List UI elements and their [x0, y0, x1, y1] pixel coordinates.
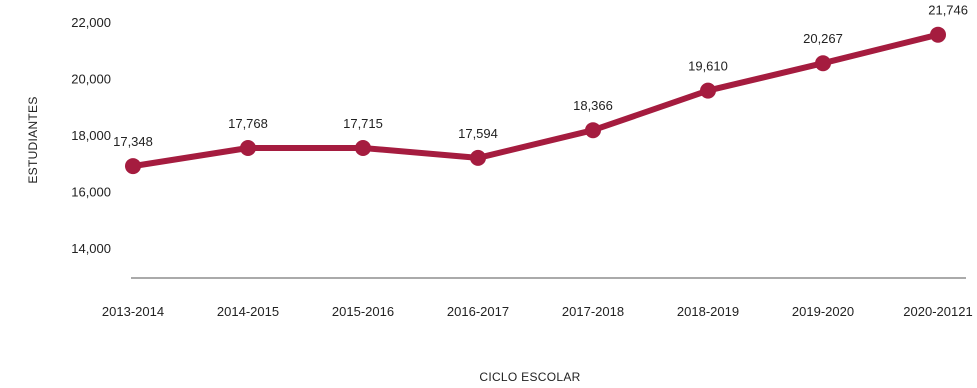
x-tick-label: 2015-2016 — [332, 304, 394, 319]
data-point — [125, 158, 141, 175]
data-point — [930, 26, 946, 43]
data-label: 17,768 — [228, 116, 268, 131]
data-label: 18,366 — [573, 98, 613, 113]
data-label: 17,594 — [458, 126, 498, 141]
y-axis-title: ESTUDIANTES — [26, 96, 40, 183]
data-point — [355, 139, 371, 156]
x-tick-label: 2017-2018 — [562, 304, 624, 319]
x-tick-label: 2018-2019 — [677, 304, 739, 319]
data-point — [585, 122, 601, 139]
x-tick-label: 2020-20121 — [903, 304, 972, 319]
data-label: 20,267 — [803, 31, 843, 46]
y-tick-label: 18,000 — [71, 128, 111, 143]
data-label: 21,746 — [928, 3, 968, 18]
data-label: 19,610 — [688, 59, 728, 74]
x-axis-title: CICLO ESCOLAR — [479, 370, 580, 384]
data-point — [700, 82, 716, 99]
data-point — [815, 55, 831, 72]
y-tick-label: 16,000 — [71, 185, 111, 200]
x-tick-label: 2019-2020 — [792, 304, 854, 319]
x-axis-ticks: 2013-2014 2014-2015 2015-2016 2016-2017 2017… — [102, 304, 973, 319]
data-point — [470, 149, 486, 166]
series-line — [130, 31, 941, 170]
data-labels: 17,348 17,768 17,715 17,594 18,366 19,610 20,2… — [113, 3, 968, 149]
y-tick-label: 22,000 — [71, 15, 111, 30]
y-axis-ticks: 14,000 16,000 18,000 20,000 22,000 — [71, 15, 111, 256]
y-tick-label: 20,000 — [71, 72, 111, 87]
data-label: 17,715 — [343, 116, 383, 131]
x-tick-label: 2016-2017 — [447, 304, 509, 319]
data-label: 17,348 — [113, 134, 153, 149]
y-tick-label: 14,000 — [71, 241, 111, 256]
data-point — [240, 139, 256, 156]
x-tick-label: 2014-2015 — [217, 304, 279, 319]
data-points — [125, 26, 946, 175]
x-tick-label: 2013-2014 — [102, 304, 164, 319]
